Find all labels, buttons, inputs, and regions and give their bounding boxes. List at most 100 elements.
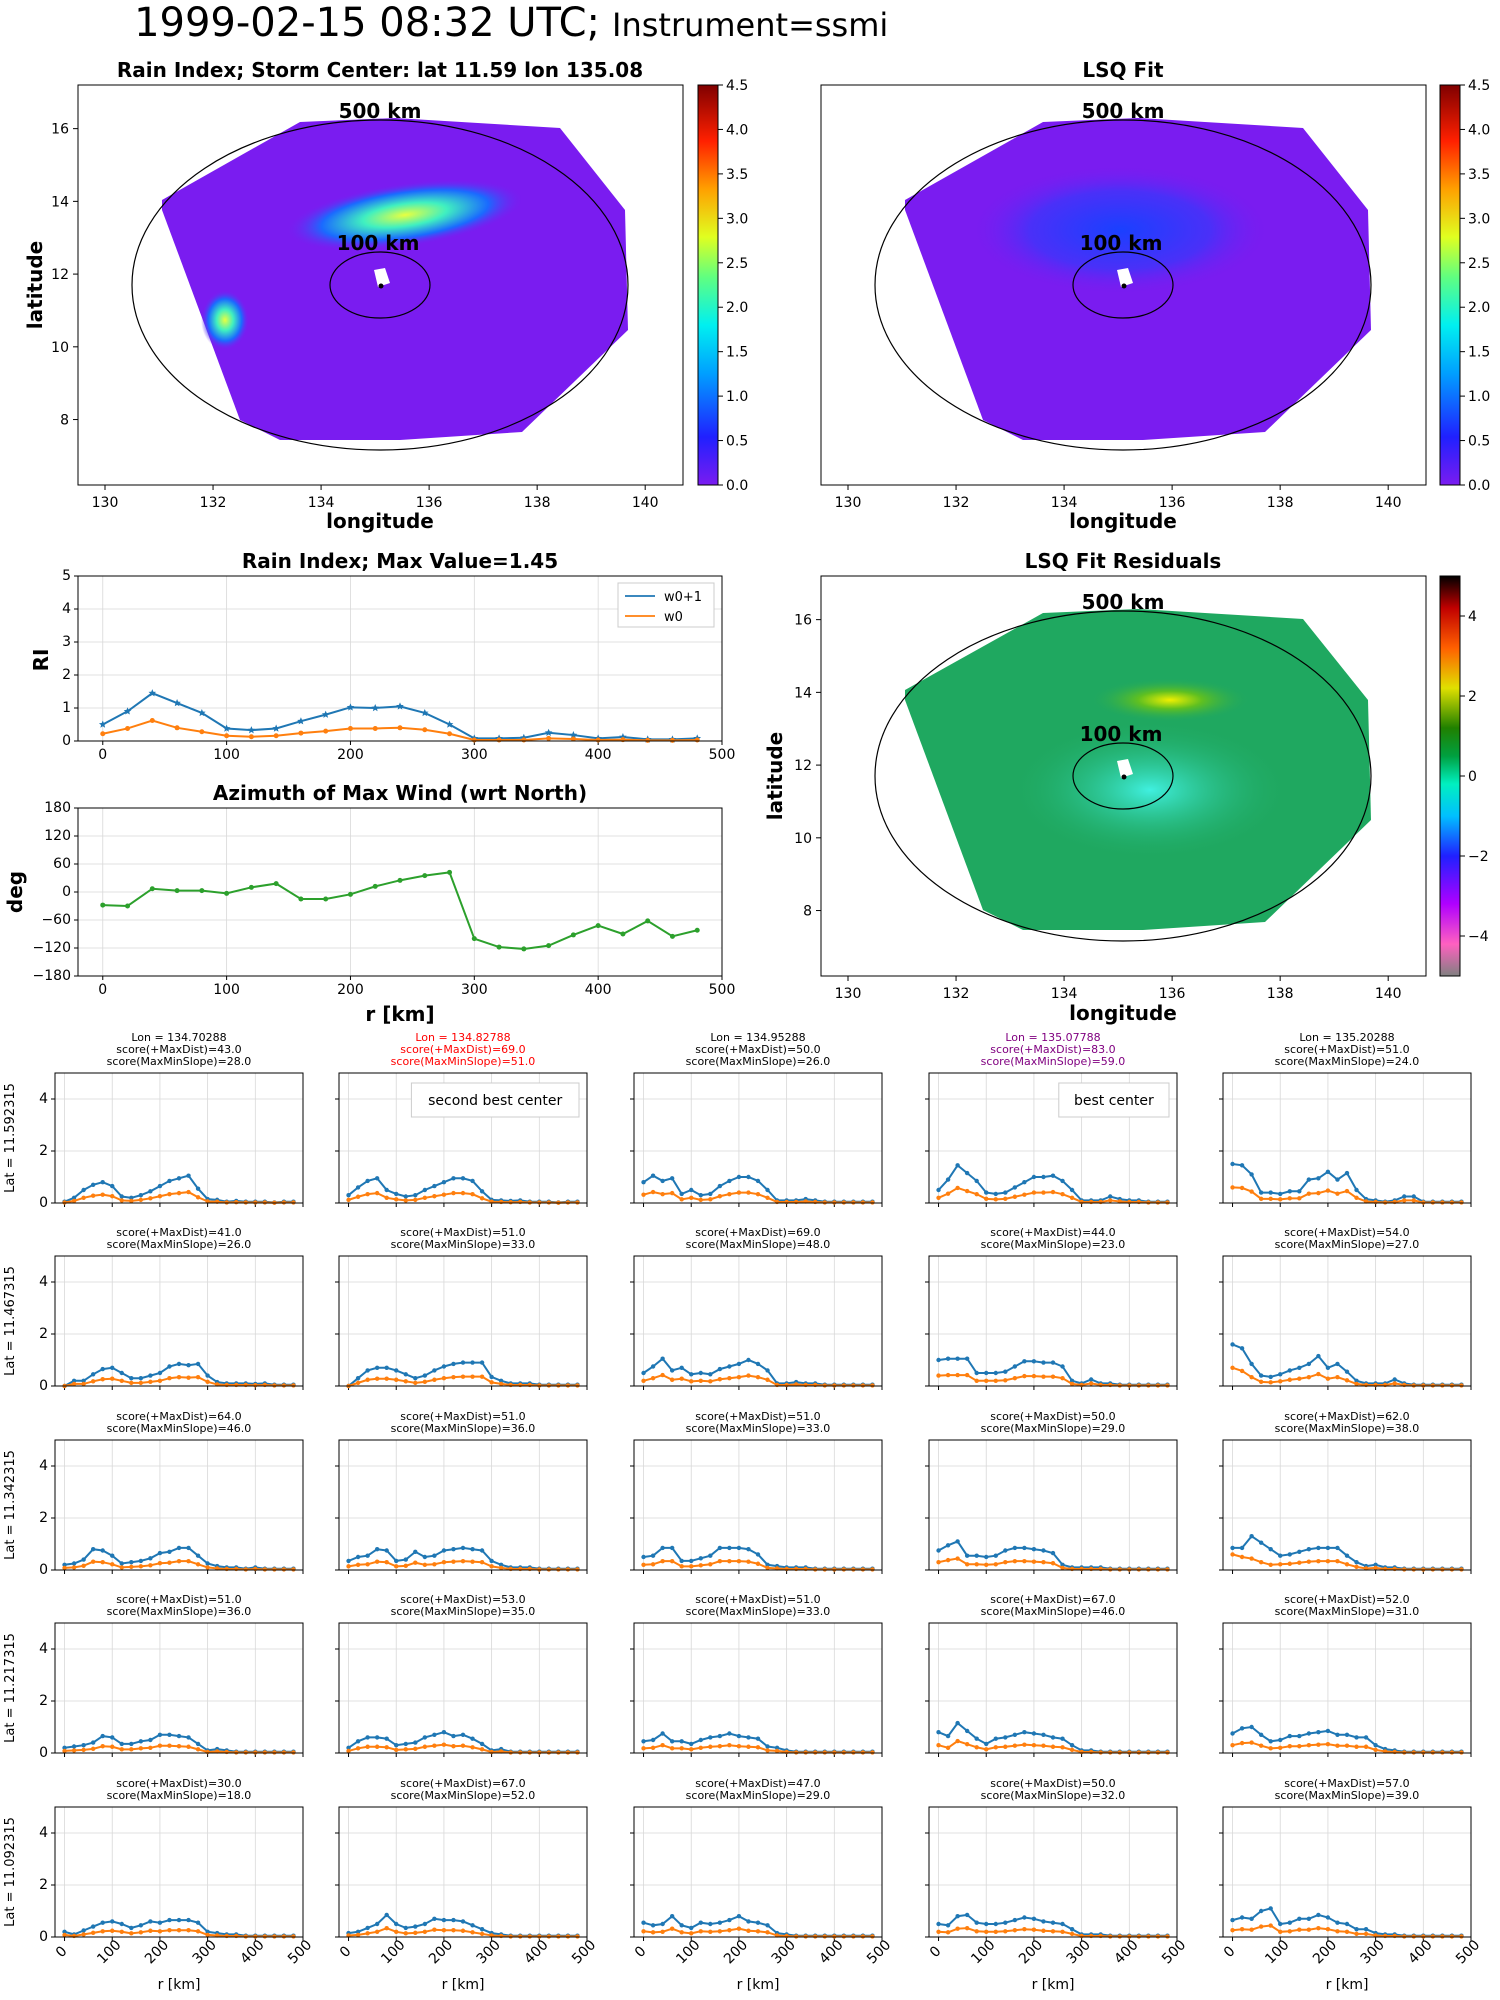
colorbar-tick-label: −2 xyxy=(1468,849,1489,865)
w0-point xyxy=(546,1567,552,1572)
w0p1-point xyxy=(148,1919,153,1924)
w0-point xyxy=(964,1372,970,1378)
ytick-label: 2 xyxy=(39,1143,48,1159)
cell-score-maxdist: score(+MaxDist)=69.0 xyxy=(695,1226,820,1239)
map-ytick-label: 8 xyxy=(60,413,69,429)
w0p1-point xyxy=(945,1356,951,1361)
w0p1-point xyxy=(205,1561,210,1566)
map-ytick-label: 10 xyxy=(794,831,812,847)
w0-point xyxy=(1354,1381,1359,1387)
xtick-label: 0 xyxy=(98,982,107,998)
w0-point xyxy=(765,1748,770,1753)
w0-point xyxy=(669,1746,675,1751)
w0-point xyxy=(537,1200,542,1205)
w0p1-point xyxy=(479,1741,485,1747)
ytick-label: 180 xyxy=(44,800,71,816)
w0p1-point xyxy=(1297,1916,1302,1922)
colorbar-tick-label: 2.5 xyxy=(1468,256,1490,272)
w0-point xyxy=(384,1925,389,1931)
figure-title: 1999-02-15 08:32 UTC; xyxy=(134,0,600,46)
colorbar-tick-label: −4 xyxy=(1468,929,1489,945)
w0p1-point xyxy=(90,1182,96,1188)
w0-point xyxy=(727,1191,732,1197)
w0-point xyxy=(803,1750,808,1755)
axes-frame xyxy=(338,1072,588,1204)
w0-point xyxy=(537,1934,542,1939)
xtick-label: 100 xyxy=(673,1937,703,1967)
xtick-label: 500 xyxy=(864,1937,894,1967)
w0-point xyxy=(441,1192,447,1197)
w0p1-point xyxy=(167,1364,172,1369)
colorbar-tick-label: 4.5 xyxy=(1468,78,1490,94)
w0-point xyxy=(870,1200,875,1205)
ytick-label: 120 xyxy=(44,828,71,844)
w0-point xyxy=(546,1750,552,1755)
ytick-label: 0 xyxy=(39,1378,48,1394)
w0-point xyxy=(650,1189,656,1195)
cell-score-maxdist: score(+MaxDist)=51.0 xyxy=(116,1593,241,1606)
w0p1-point xyxy=(1041,1548,1046,1553)
w0-point xyxy=(479,1747,485,1752)
w0-point xyxy=(119,1929,124,1935)
w0-point xyxy=(281,1750,287,1755)
w0-point xyxy=(936,1560,941,1565)
axes-frame xyxy=(928,1072,1178,1204)
cell-tag-label: best center xyxy=(1074,1093,1154,1109)
w0-point xyxy=(432,1377,437,1382)
w0p1-point xyxy=(974,1920,979,1925)
w0p1-point xyxy=(394,1368,399,1373)
w0p1-point xyxy=(1012,1732,1018,1738)
cell-score-maxdist: score(+MaxDist)=54.0 xyxy=(1284,1226,1409,1239)
w0-point xyxy=(186,1189,191,1195)
w0-point xyxy=(432,1562,437,1567)
w0-point xyxy=(451,1190,456,1196)
w0-point xyxy=(205,1932,210,1938)
cell-lon-label: Lon = 134.70288 xyxy=(131,1031,226,1044)
map-xtick-label: 132 xyxy=(200,495,227,511)
w0-point xyxy=(157,1378,163,1384)
w0p1-point xyxy=(717,1183,723,1189)
w0p1-point xyxy=(698,1920,703,1925)
w0-point xyxy=(110,1562,115,1567)
w0-point xyxy=(413,1560,418,1565)
w0-point xyxy=(851,1750,856,1755)
azimuth-point xyxy=(149,886,155,892)
w0-point xyxy=(441,1742,447,1747)
w0p1-point xyxy=(1354,1927,1359,1932)
w0p1-point xyxy=(993,1736,998,1741)
w0p1-point xyxy=(1306,1731,1312,1736)
w0-point xyxy=(149,718,155,724)
w0p1-point xyxy=(993,1553,998,1558)
cell-xlabel: r [km] xyxy=(158,1977,201,1993)
w0-point xyxy=(451,1374,456,1380)
w0-point xyxy=(793,1934,799,1939)
xtick-label: 200 xyxy=(337,747,364,763)
w0-point xyxy=(1050,1744,1056,1749)
azimuth-point xyxy=(595,923,601,929)
w0p1-point xyxy=(736,1733,742,1739)
cell-score-maxdist: score(+MaxDist)=30.0 xyxy=(116,1777,241,1790)
w0-point xyxy=(1430,1200,1436,1205)
w0p1-point xyxy=(1060,1921,1065,1927)
w0-point xyxy=(176,1744,182,1749)
w0p1-point xyxy=(441,1548,447,1553)
w0-point xyxy=(822,1934,827,1939)
w0-point xyxy=(689,1564,694,1569)
w0-point xyxy=(1344,1378,1350,1383)
w0-point xyxy=(157,1561,163,1566)
azimuth-point xyxy=(125,903,131,909)
w0-point xyxy=(851,1934,856,1939)
w0p1-point xyxy=(1306,1177,1312,1182)
w0-point xyxy=(537,1750,542,1755)
cell-score-minslope: score(MaxMinSlope)=31.0 xyxy=(1275,1605,1420,1618)
w0p1-point xyxy=(765,1562,770,1568)
ri-legend: w0+1 w0 xyxy=(617,582,715,628)
w0p1-point xyxy=(755,1736,761,1741)
w0p1-point xyxy=(736,1361,742,1367)
w0p1-point xyxy=(129,1741,134,1747)
fit-xticks: 130 132 134 136 138 140 xyxy=(835,485,1402,511)
w0-point xyxy=(422,1195,428,1201)
cell-axes-bg xyxy=(929,1623,1177,1753)
w0p1-point xyxy=(984,1370,989,1376)
w0p1-point xyxy=(365,1368,370,1373)
